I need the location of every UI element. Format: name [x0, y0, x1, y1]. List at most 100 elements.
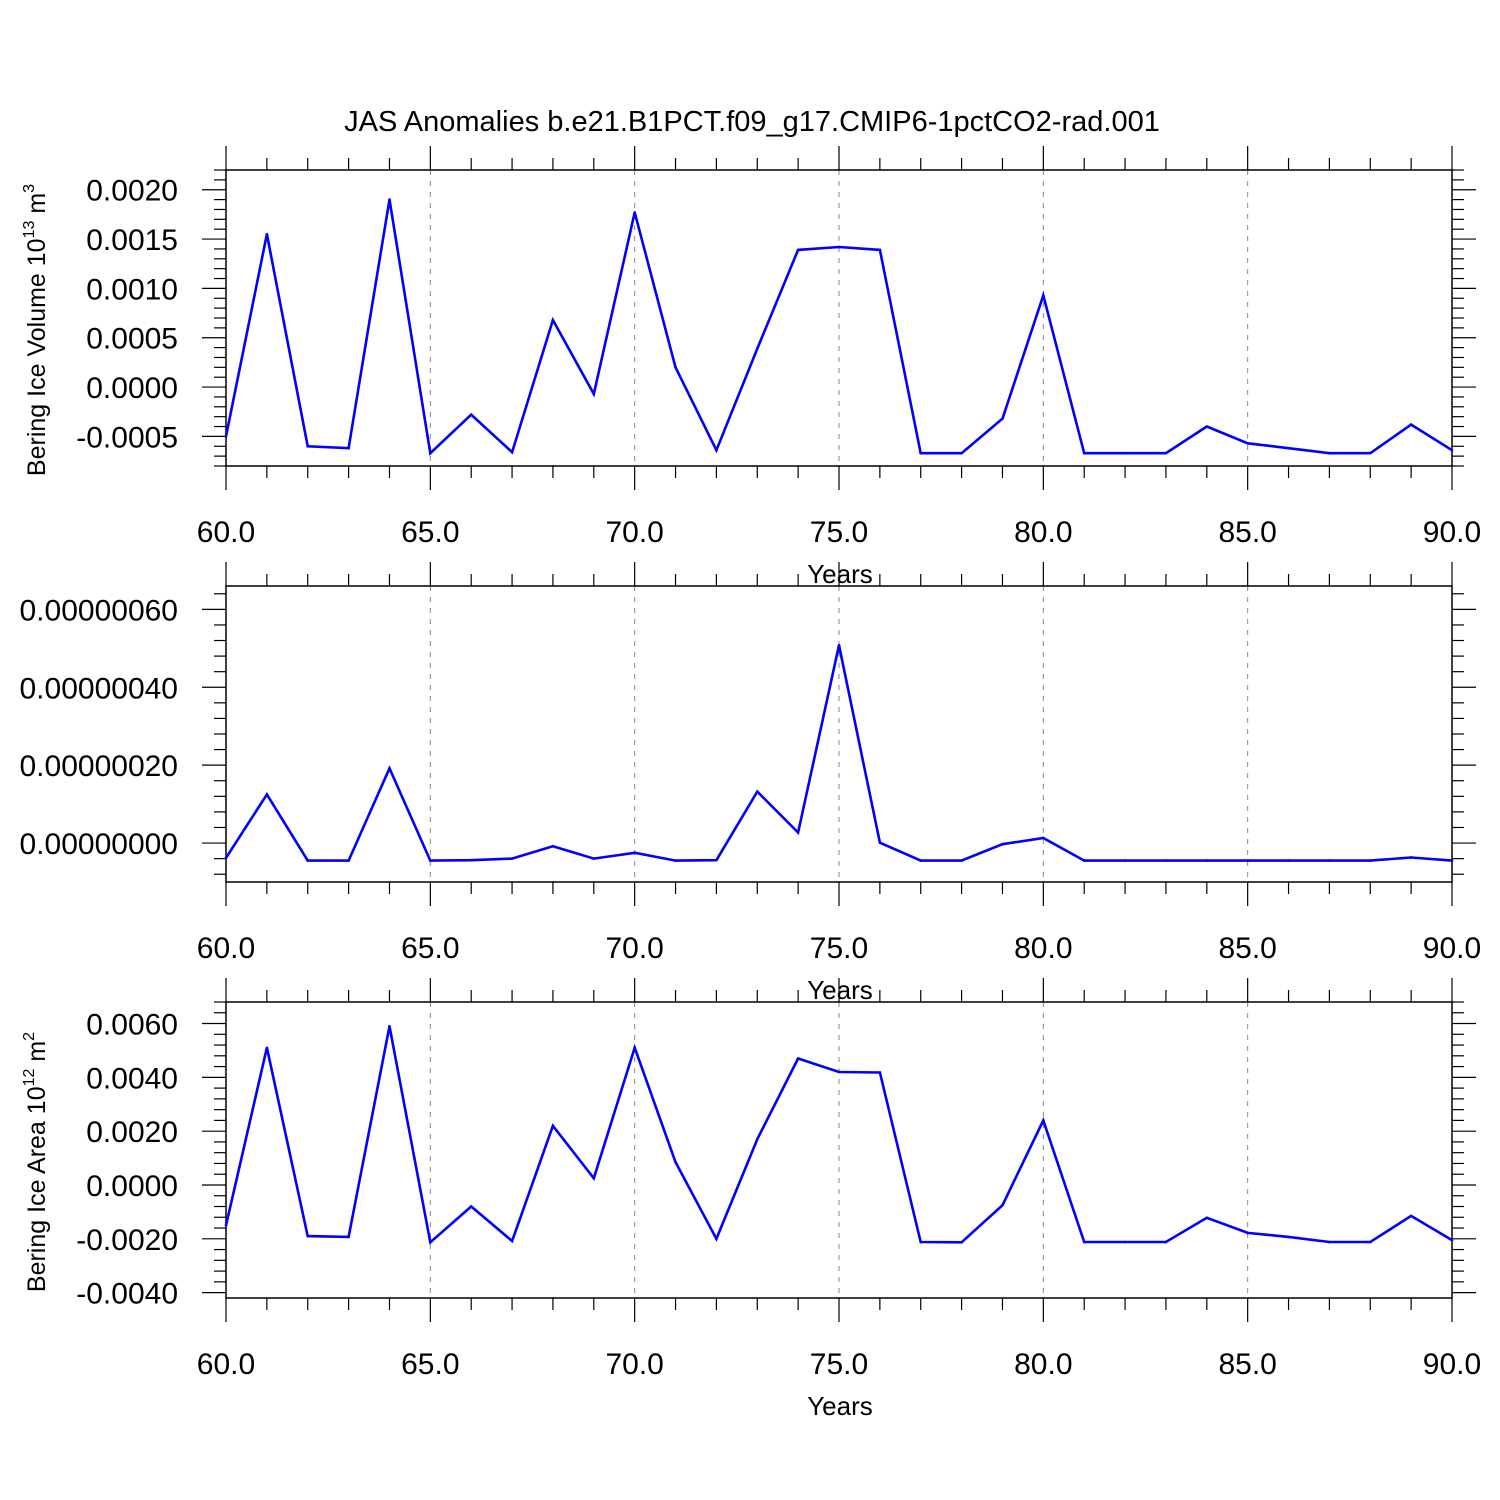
data-point [1042, 1119, 1045, 1122]
data-point [1287, 1235, 1290, 1239]
data-point [837, 643, 841, 647]
y-tick-label: -0.0005 [76, 421, 178, 454]
y-tick-label: -0.0020 [76, 1224, 178, 1257]
x-tick-label: 65.0 [401, 516, 459, 549]
data-point [755, 790, 759, 793]
x-axis-title: Years [807, 1391, 873, 1421]
data-point [633, 1046, 636, 1050]
data-point [715, 1237, 718, 1241]
data-point [1205, 859, 1209, 862]
data-point [633, 851, 636, 855]
x-tick-label: 80.0 [1014, 1348, 1072, 1381]
data-point [1409, 1214, 1413, 1218]
data-point [960, 451, 963, 455]
data-point [469, 858, 473, 862]
data-point [224, 1224, 228, 1227]
x-tick-label: 85.0 [1218, 1348, 1276, 1381]
data-point [1082, 451, 1086, 455]
data-point [878, 1071, 882, 1074]
data-point [878, 248, 882, 252]
y-tick-label: 0.00000060 [20, 594, 179, 627]
chart-title: JAS Anomalies b.e21.B1PCT.f09_g17.CMIP6-… [344, 106, 1160, 138]
data-point [388, 1024, 391, 1028]
x-tick-label: 80.0 [1014, 932, 1072, 965]
data-point [1123, 1240, 1127, 1244]
data-point [592, 1176, 596, 1180]
x-tick-label: 60.0 [197, 932, 255, 965]
data-point [715, 858, 718, 862]
y-tick-label: 0.0010 [86, 273, 178, 306]
x-axis-title: Years [807, 559, 873, 589]
data-point [1409, 423, 1413, 426]
x-tick-label: 90.0 [1423, 516, 1481, 549]
data-point [674, 366, 677, 369]
data-point [306, 444, 310, 448]
y-axis-title-part: m [23, 193, 51, 221]
data-point [1042, 294, 1045, 297]
x-tick-label: 85.0 [1218, 516, 1276, 549]
data-point [1001, 417, 1004, 420]
data-point [347, 1235, 350, 1239]
panel-1: 60.0 65.0 70.0 75.0 80.0 85.0 90.0 -0.0005 0.000… [21, 146, 1481, 589]
y-tick-label: 0.0020 [86, 175, 178, 208]
data-point [592, 857, 596, 860]
data-point [755, 347, 759, 350]
data-point [1001, 1203, 1004, 1207]
x-tick-label: 60.0 [197, 516, 255, 549]
data-point [674, 859, 677, 862]
panel-2: 60.0 65.0 70.0 75.0 80.0 85.0 90.0 0.00000000 0.… [20, 562, 1481, 1005]
y-axis-title-superscript: 3 [21, 184, 38, 193]
y-axis-title-superscript: 12 [21, 1068, 38, 1086]
y-axis-title: Bering Ice Volume 1013 m3 [21, 184, 51, 476]
data-point [674, 1160, 677, 1164]
y-axis-title-part: Bering Ice Area 10 [23, 1086, 51, 1292]
data-point [1287, 446, 1290, 450]
x-tick-label: 75.0 [810, 516, 868, 549]
data-point [960, 1240, 963, 1244]
data-point [551, 1124, 555, 1128]
data-point [1123, 451, 1127, 455]
data-point [796, 248, 800, 252]
data-point [510, 857, 514, 860]
data-point [1205, 1216, 1209, 1220]
y-axis-title-superscript: 13 [21, 221, 38, 239]
data-point [919, 451, 923, 455]
data-point [347, 446, 350, 450]
x-axis-title: Years [807, 975, 873, 1005]
data-point [551, 318, 555, 322]
data-point [837, 245, 841, 249]
data-point [633, 211, 636, 214]
x-tick-label: 70.0 [605, 1348, 663, 1381]
data-point [510, 1239, 514, 1243]
x-tick-label: 90.0 [1423, 1348, 1481, 1381]
data-point [878, 841, 882, 844]
data-point [592, 392, 596, 396]
y-axis-title-superscript: 2 [21, 1032, 38, 1041]
x-tick-label: 65.0 [401, 932, 459, 965]
data-point [265, 1046, 269, 1050]
data-point [755, 1137, 759, 1141]
data-point [388, 766, 391, 770]
y-tick-label: 0.0000 [86, 372, 178, 405]
data-point [1328, 1240, 1331, 1244]
data-point [960, 859, 963, 862]
data-point [469, 1205, 473, 1208]
data-point [1328, 859, 1331, 862]
panels: 60.0 65.0 70.0 75.0 80.0 85.0 90.0 -0.0005 0.000… [20, 146, 1481, 1421]
data-point [1082, 859, 1086, 862]
y-axis-title-part: Bering Ice Volume 10 [23, 238, 51, 476]
data-point [551, 844, 555, 848]
data-point [1450, 448, 1454, 452]
data-point [1287, 859, 1290, 862]
data-point [265, 232, 269, 236]
y-tick-label: 0.0020 [86, 1116, 178, 1149]
data-point [510, 450, 514, 454]
data-point [1205, 425, 1209, 428]
data-point [1246, 859, 1249, 862]
x-tick-label: 70.0 [605, 932, 663, 965]
y-tick-label: 0.00000040 [20, 672, 179, 705]
y-axis-title: Bering Ice Area 1012 m2 [21, 1032, 51, 1292]
x-tick-label: 60.0 [197, 1348, 255, 1381]
x-tick-label: 80.0 [1014, 516, 1072, 549]
